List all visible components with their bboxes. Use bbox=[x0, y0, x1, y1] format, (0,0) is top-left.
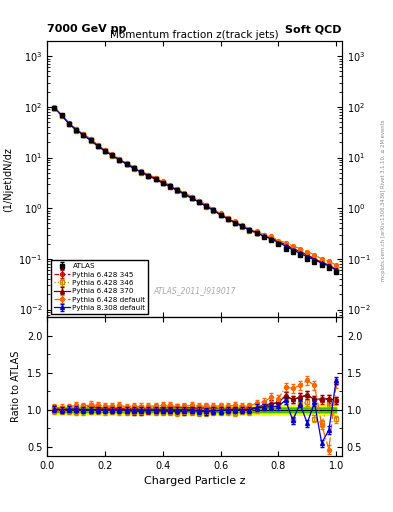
Y-axis label: Ratio to ATLAS: Ratio to ATLAS bbox=[11, 351, 21, 422]
Text: 7000 GeV pp: 7000 GeV pp bbox=[47, 24, 127, 34]
Text: mcplots.cern.ch [arXiv:1306.3436]: mcplots.cern.ch [arXiv:1306.3436] bbox=[381, 190, 386, 281]
Text: Rivet 3.1.10, ≥ 2M events: Rivet 3.1.10, ≥ 2M events bbox=[381, 119, 386, 188]
X-axis label: Charged Particle z: Charged Particle z bbox=[144, 476, 245, 486]
Text: Soft QCD: Soft QCD bbox=[285, 24, 342, 34]
Text: ATLAS_2011_I919017: ATLAS_2011_I919017 bbox=[153, 286, 236, 295]
Y-axis label: (1/Njet)dN/dz: (1/Njet)dN/dz bbox=[3, 147, 13, 211]
Legend: ATLAS, Pythia 6.428 345, Pythia 6.428 346, Pythia 6.428 370, Pythia 6.428 defaul: ATLAS, Pythia 6.428 345, Pythia 6.428 34… bbox=[51, 260, 149, 314]
Title: Momentum fraction z(track jets): Momentum fraction z(track jets) bbox=[110, 30, 279, 40]
